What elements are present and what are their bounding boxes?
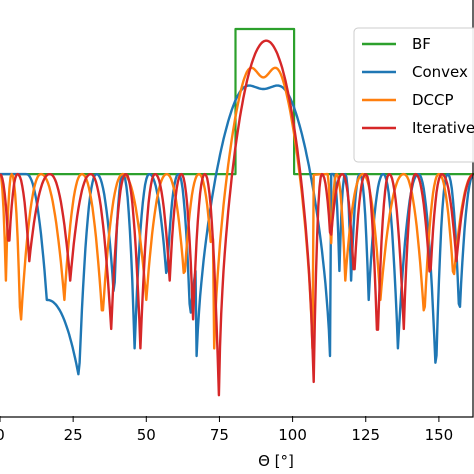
x-tick-label: 50 [137, 426, 156, 444]
x-axis-label: Θ [°] [258, 452, 294, 470]
legend: BF Convex DCCP Iterative [353, 27, 474, 163]
x-tick-label: 150 [425, 426, 454, 444]
x-tick-label: 25 [64, 426, 83, 444]
legend-label-iterative: Iterative [412, 119, 474, 137]
legend-label-bf: BF [412, 35, 431, 53]
series-line-convex [0, 84, 474, 376]
series-line-iterative [0, 39, 474, 397]
x-tick-label: 100 [278, 426, 307, 444]
x-tick-label: 125 [351, 426, 380, 444]
x-tick-label: 75 [210, 426, 229, 444]
legend-label-convex: Convex [412, 63, 468, 81]
series-layer [0, 27, 474, 397]
x-axis: 0 25 50 75 100 125 150 [0, 416, 453, 444]
plot-frame [0, 0, 474, 418]
x-tick-label: 0 [0, 426, 5, 444]
legend-label-dccp: DCCP [412, 91, 454, 109]
